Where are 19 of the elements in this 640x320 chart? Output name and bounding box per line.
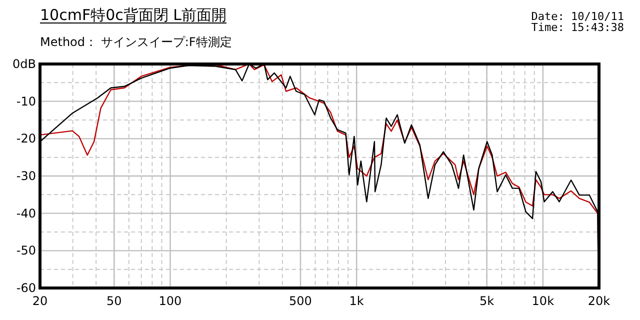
x-tick-label: 100 bbox=[158, 294, 182, 308]
chart-title: 10cmF特0c背面閉 L前面開 bbox=[40, 6, 226, 24]
y-tick-label: 0dB bbox=[12, 57, 36, 71]
y-tick-label: -40 bbox=[16, 206, 36, 220]
x-tick-label: 50 bbox=[106, 294, 122, 308]
y-tick-label: -10 bbox=[16, 94, 36, 108]
x-tick-label: 1k bbox=[349, 294, 364, 308]
text: Date: 10/10/11 bbox=[531, 10, 624, 23]
x-tick-label: 500 bbox=[289, 294, 312, 308]
x-tick-label: 5k bbox=[480, 294, 494, 308]
x-tick-label: 20k bbox=[588, 294, 610, 308]
y-tick-label: -50 bbox=[16, 244, 36, 258]
y-tick-label: -30 bbox=[16, 169, 36, 183]
chart-subtitle: Method： サインスイープ:F特測定 bbox=[40, 35, 232, 49]
x-tick-label: 10k bbox=[532, 294, 554, 308]
y-tick-label: -20 bbox=[16, 132, 36, 146]
y-tick-label: -60 bbox=[16, 281, 36, 295]
x-tick-label: 20 bbox=[32, 294, 48, 308]
text: Time: 15:43:38 bbox=[531, 21, 624, 34]
